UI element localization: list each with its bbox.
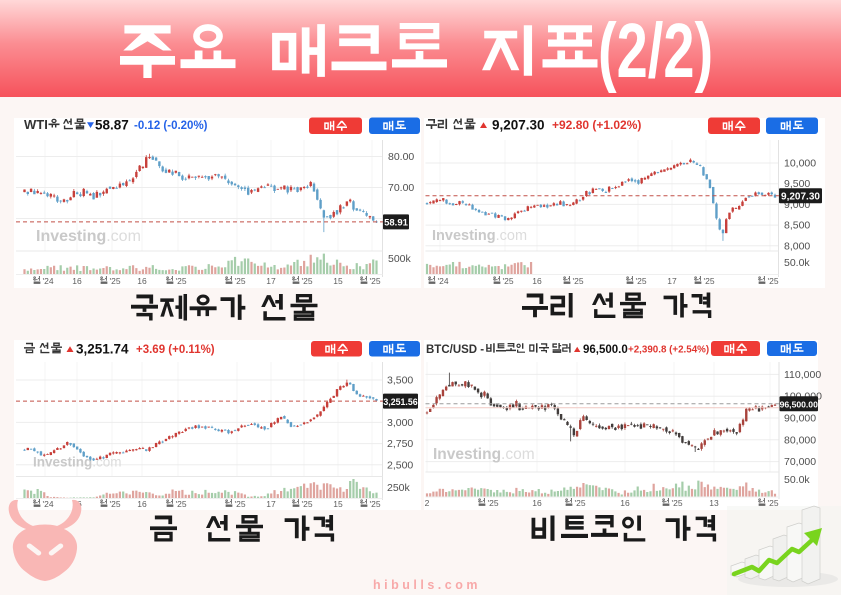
svg-text:80.00: 80.00 xyxy=(388,151,414,163)
svg-text:250k: 250k xyxy=(387,482,411,494)
svg-text:-0.12 (-0.20%): -0.12 (-0.20%) xyxy=(134,120,208,132)
svg-text:58.87: 58.87 xyxy=(95,118,129,133)
svg-text:Investing.com: Investing.com xyxy=(33,455,122,470)
svg-text:58.91: 58.91 xyxy=(384,218,408,229)
svg-text:'25: '25 xyxy=(302,499,313,509)
svg-text:'24: '24 xyxy=(43,499,54,509)
svg-text:+92.80 (+1.02%): +92.80 (+1.02%) xyxy=(552,118,641,132)
svg-text:17: 17 xyxy=(266,499,276,509)
svg-text:96,500.0: 96,500.0 xyxy=(583,344,628,356)
svg-text:2,750: 2,750 xyxy=(387,438,413,450)
svg-text:'25: '25 xyxy=(573,276,584,286)
svg-text:3,000: 3,000 xyxy=(387,417,413,429)
svg-text:'25: '25 xyxy=(575,498,586,508)
svg-text:16: 16 xyxy=(137,276,147,286)
svg-text:3,251.74: 3,251.74 xyxy=(76,342,129,357)
svg-text:10,000: 10,000 xyxy=(784,158,816,170)
svg-text:16: 16 xyxy=(72,276,82,286)
svg-text:(2/2): (2/2) xyxy=(598,8,713,94)
svg-text:Investing.com: Investing.com xyxy=(433,446,535,463)
svg-text:110,000: 110,000 xyxy=(784,369,821,381)
svg-text:'25: '25 xyxy=(235,276,246,286)
svg-text:9,207.30: 9,207.30 xyxy=(492,118,545,133)
svg-text:16: 16 xyxy=(532,498,542,508)
svg-text:+2,390.8 (+2.54%): +2,390.8 (+2.54%) xyxy=(628,345,709,356)
svg-text:'25: '25 xyxy=(768,498,779,508)
svg-text:90,000: 90,000 xyxy=(784,413,816,425)
svg-text:80,000: 80,000 xyxy=(784,434,816,446)
svg-text:50.0k: 50.0k xyxy=(784,257,810,269)
svg-text:'25: '25 xyxy=(503,276,514,286)
svg-text:+3.69 (+0.11%): +3.69 (+0.11%) xyxy=(136,344,215,356)
svg-text:9,207.30: 9,207.30 xyxy=(781,192,820,203)
svg-text:2,500: 2,500 xyxy=(387,459,413,471)
svg-text:'25: '25 xyxy=(672,498,683,508)
svg-text:'24: '24 xyxy=(438,276,449,286)
svg-text:BTC/USD -: BTC/USD - xyxy=(426,344,484,356)
svg-text:500k: 500k xyxy=(388,253,412,265)
svg-text:'25: '25 xyxy=(704,276,715,286)
svg-text:16: 16 xyxy=(137,499,147,509)
svg-text:'25: '25 xyxy=(370,276,381,286)
svg-text:'25: '25 xyxy=(176,499,187,509)
svg-text:Investing.com: Investing.com xyxy=(432,228,527,244)
svg-text:8,000: 8,000 xyxy=(784,240,810,252)
svg-text:'25: '25 xyxy=(636,276,647,286)
svg-text:16: 16 xyxy=(532,276,542,286)
svg-text:17: 17 xyxy=(266,276,276,286)
svg-text:8,500: 8,500 xyxy=(784,220,810,232)
svg-text:WTI: WTI xyxy=(24,117,48,132)
svg-text:'25: '25 xyxy=(370,499,381,509)
svg-text:'25: '25 xyxy=(768,276,779,286)
svg-text:'25: '25 xyxy=(488,498,499,508)
svg-text:15: 15 xyxy=(333,499,343,509)
svg-text:'25: '25 xyxy=(302,276,313,286)
svg-text:13: 13 xyxy=(709,498,719,508)
svg-text:16: 16 xyxy=(620,498,630,508)
svg-text:'24: '24 xyxy=(43,276,54,286)
svg-text:70,000: 70,000 xyxy=(784,456,816,468)
svg-text:2: 2 xyxy=(425,498,430,508)
svg-text:3,500: 3,500 xyxy=(387,375,413,387)
svg-text:Investing.com: Investing.com xyxy=(36,228,141,245)
svg-text:96,500.00: 96,500.00 xyxy=(780,400,818,410)
svg-text:50.0k: 50.0k xyxy=(784,474,810,486)
svg-text:hibulls.com: hibulls.com xyxy=(373,578,481,592)
svg-text:15: 15 xyxy=(333,276,343,286)
svg-text:'25: '25 xyxy=(235,499,246,509)
svg-text:'25: '25 xyxy=(176,276,187,286)
svg-text:'25: '25 xyxy=(110,499,121,509)
svg-text:3,251.56: 3,251.56 xyxy=(383,397,417,407)
svg-text:'25: '25 xyxy=(110,276,121,286)
svg-text:9,500: 9,500 xyxy=(784,178,810,190)
svg-text:17: 17 xyxy=(667,276,677,286)
svg-text:70.00: 70.00 xyxy=(388,182,414,194)
